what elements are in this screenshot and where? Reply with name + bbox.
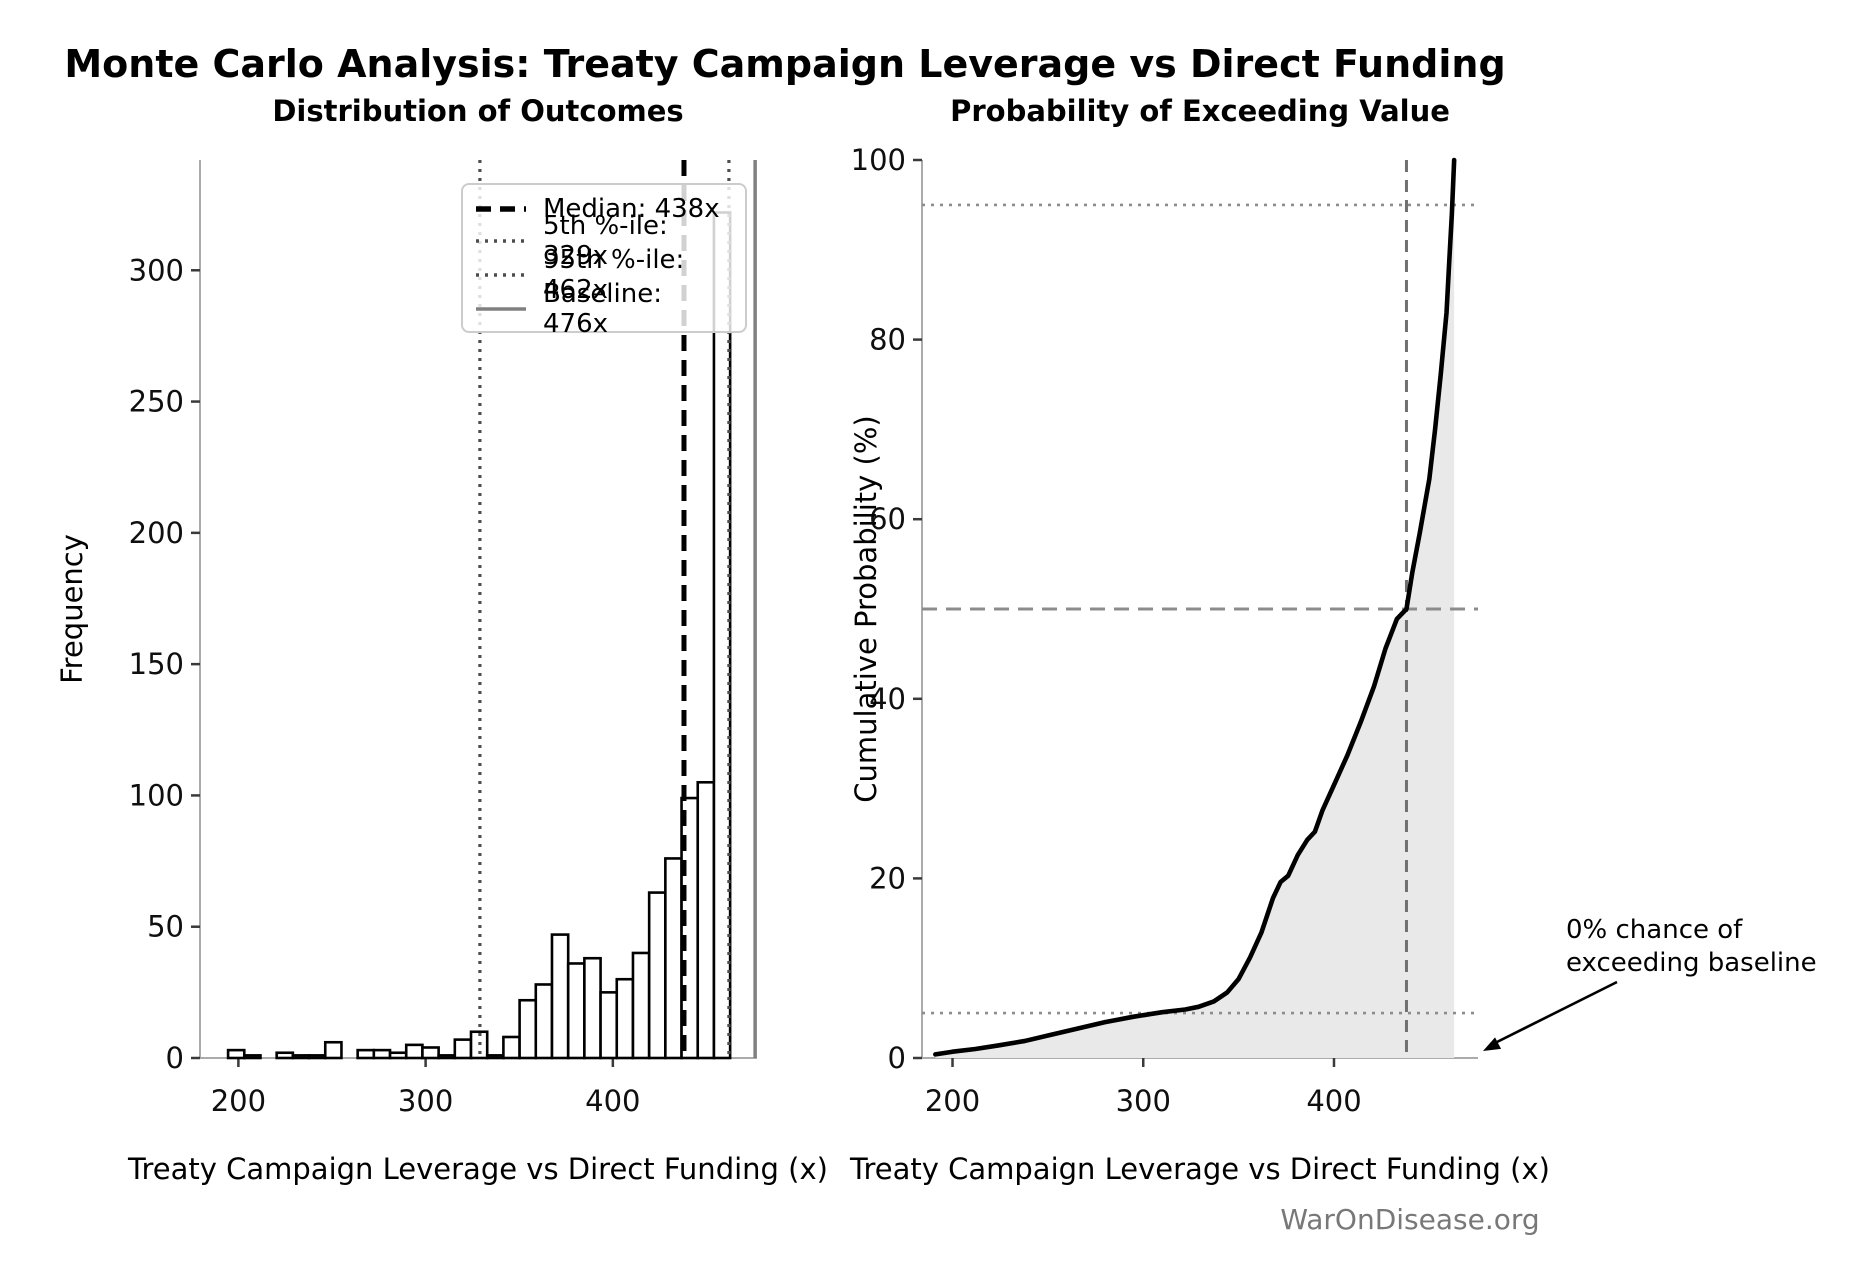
right-x-tick-label: 400 <box>1306 1084 1361 1118</box>
histogram-bar <box>453 1038 473 1060</box>
right-y-tick-label: 20 <box>869 861 906 895</box>
right-y-tick-label: 60 <box>869 502 906 536</box>
legend-line-sample <box>476 273 526 277</box>
left-y-tick-label: 50 <box>147 910 184 944</box>
right-y-axis-label: Cumulative Probability (%) <box>849 415 883 803</box>
left-y-tick-label: 150 <box>129 647 184 681</box>
legend: Median: 438x 5th %-ile: 329x 95th %-ile: 4… <box>461 183 747 339</box>
cdf-curve <box>933 157 1457 1057</box>
left-plot-title: Distribution of Outcomes <box>272 94 684 128</box>
legend-line-sample <box>476 239 526 243</box>
histogram-bar <box>323 1040 343 1060</box>
annotation-zero-chance: 0% chance of exceeding baseline <box>1566 914 1817 980</box>
histogram-bar <box>226 1048 246 1060</box>
legend-label: Baseline: 476x <box>543 279 662 339</box>
left-y-tick-label: 200 <box>129 516 184 550</box>
left-x-tick-label: 300 <box>398 1084 453 1118</box>
left-y-tick-label: 250 <box>129 385 184 419</box>
histogram-bar <box>242 1054 262 1060</box>
right-y-tick-label: 40 <box>869 682 906 716</box>
cdf-fill-area <box>935 160 1455 1058</box>
histogram-bar <box>291 1054 311 1060</box>
legend-item: Baseline: 476x <box>475 279 731 339</box>
histogram-bar <box>421 1046 440 1060</box>
histogram-bar <box>696 780 716 1060</box>
left-y-tick-label: 100 <box>129 778 184 812</box>
annotation-arrow-line <box>1494 980 1618 1045</box>
histogram-bar <box>664 857 683 1060</box>
main-title: Monte Carlo Analysis: Treaty Campaign Le… <box>64 42 1506 86</box>
histogram-bar <box>583 956 602 1060</box>
legend-item: Median: 438x <box>475 194 731 224</box>
histogram-bar <box>502 1035 521 1060</box>
legend-label: 95th %-ile: 462x <box>543 245 685 305</box>
right-plot-title: Probability of Exceeding Value <box>950 94 1450 128</box>
left-y-tick-label: 0 <box>166 1041 184 1075</box>
right-x-tick-label: 200 <box>925 1084 980 1118</box>
histogram-bar <box>566 962 586 1060</box>
annotation-line-2: exceeding baseline <box>1566 948 1817 978</box>
histogram-bar <box>550 933 570 1060</box>
annotation-arrow-head <box>1483 1037 1502 1051</box>
histogram-bar <box>615 977 635 1060</box>
right-x-axis-label: Treaty Campaign Leverage vs Direct Fundi… <box>850 1152 1550 1186</box>
histogram-bar <box>534 983 554 1060</box>
watermark: WarOnDisease.org <box>1280 1203 1540 1236</box>
histogram-bar <box>712 211 732 1060</box>
left-y-tick-label: 300 <box>129 253 184 287</box>
histogram-bar <box>372 1048 392 1060</box>
right-x-tick-label: 300 <box>1116 1084 1171 1118</box>
legend-item: 5th %-ile: 329x <box>475 211 731 271</box>
histogram-bar <box>631 951 651 1060</box>
right-y-tick-label: 0 <box>888 1041 906 1075</box>
histogram-bar <box>275 1051 295 1060</box>
right-y-tick-label: 100 <box>851 143 906 177</box>
histogram-bar <box>599 991 619 1060</box>
left-x-tick-label: 200 <box>211 1084 266 1118</box>
histogram-bar <box>485 1054 505 1060</box>
legend-label: Median: 438x <box>543 194 720 224</box>
histogram-bar <box>518 998 538 1060</box>
histogram-bar <box>647 891 667 1060</box>
histogram-bar <box>356 1048 376 1060</box>
annotation-line-1: 0% chance of <box>1566 915 1743 945</box>
histogram-bar <box>437 1054 457 1060</box>
legend-label: 5th %-ile: 329x <box>543 211 668 271</box>
histogram-bar <box>388 1051 408 1060</box>
left-y-axis-label: Frequency <box>55 534 89 684</box>
histogram-bar <box>307 1054 327 1060</box>
left-x-tick-label: 400 <box>585 1084 640 1118</box>
left-x-axis-label: Treaty Campaign Leverage vs Direct Fundi… <box>128 1152 828 1186</box>
legend-item: 95th %-ile: 462x <box>475 245 731 305</box>
histogram-bar <box>404 1043 424 1060</box>
legend-line-sample <box>476 206 526 212</box>
right-y-tick-label: 80 <box>869 323 906 357</box>
legend-line-sample <box>476 307 526 311</box>
